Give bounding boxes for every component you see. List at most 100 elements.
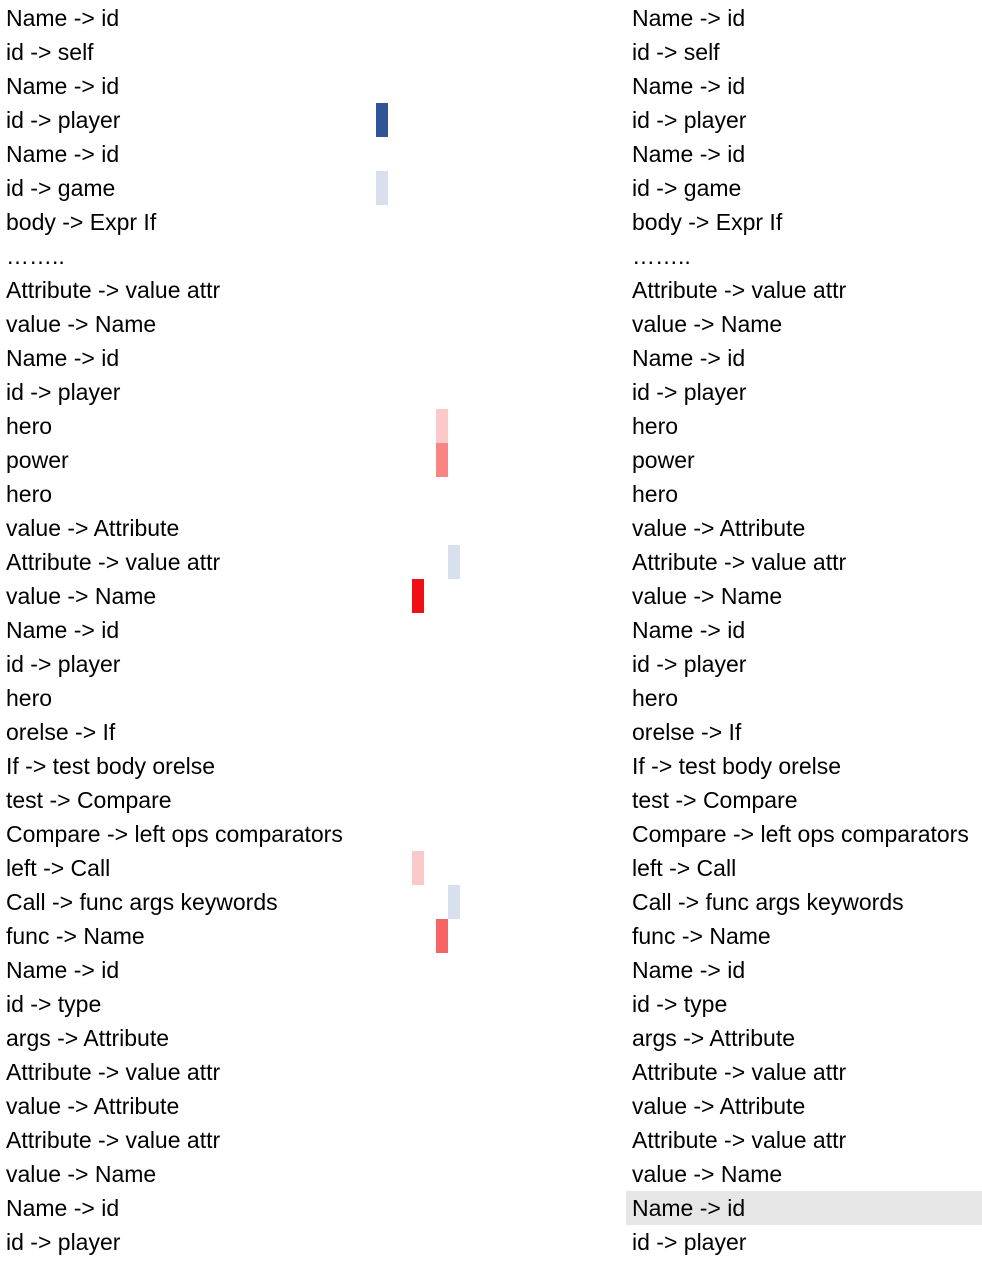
rule-text: orelse -> If [6, 719, 116, 745]
rule-row: body -> Expr If [6, 205, 466, 239]
rule-text: Attribute -> value attr [6, 1059, 221, 1085]
rule-text: func -> Name [632, 923, 771, 949]
rule-text: …….. [6, 243, 65, 269]
rule-text: …….. [632, 243, 691, 269]
rule-row: body -> Expr If [626, 205, 982, 239]
rule-text: id -> type [6, 991, 102, 1017]
rule-text: id -> player [632, 651, 747, 677]
attention-cell [376, 103, 388, 137]
left-rule-column: Name -> id id -> self Name -> id id -> play… [6, 1, 466, 1259]
rule-text: id -> player [6, 1229, 121, 1255]
rule-text: value -> Name [6, 311, 157, 337]
rule-row: hero [6, 477, 466, 511]
rule-text: Name -> id [632, 141, 746, 167]
rule-row: hero [626, 477, 982, 511]
rule-row: left -> Call [626, 851, 982, 885]
rule-row: Name -> id [6, 1191, 466, 1225]
rule-row: Attribute -> value attr [6, 273, 466, 307]
rule-row: id -> player [6, 375, 466, 409]
rule-text: value -> Name [632, 583, 783, 609]
rule-row: value -> Name [6, 307, 466, 341]
rule-text: args -> Attribute [6, 1025, 169, 1051]
rule-row: left -> Call [6, 851, 466, 885]
rule-row: Name -> id [6, 341, 466, 375]
rule-row: power [6, 443, 466, 477]
rule-text: Name -> id [632, 957, 746, 983]
rule-text: Compare -> left ops comparators [6, 821, 343, 847]
rule-text: args -> Attribute [632, 1025, 795, 1051]
rule-row: Name -> id [6, 953, 466, 987]
rule-text: power [632, 447, 695, 473]
rule-row: Compare -> left ops comparators [626, 817, 982, 851]
rule-row: test -> Compare [626, 783, 982, 817]
rule-row: orelse -> If [626, 715, 982, 749]
rule-row: id -> player [6, 647, 466, 681]
rule-row: id -> player [626, 103, 982, 137]
rule-text: Name -> id [632, 73, 746, 99]
attention-cell [448, 885, 460, 919]
rule-row: Attribute -> value attr [6, 1123, 466, 1157]
rule-row: args -> Attribute [6, 1021, 466, 1055]
rule-text: id -> self [6, 39, 94, 65]
rule-text: Attribute -> value attr [632, 549, 847, 575]
rule-row: id -> game [626, 171, 982, 205]
rule-text: Compare -> left ops comparators [632, 821, 969, 847]
rule-row: Name -> id [6, 137, 466, 171]
rule-row: …….. [626, 239, 982, 273]
rule-row: hero [626, 681, 982, 715]
rule-text: Name -> id [6, 141, 120, 167]
attention-cell [412, 851, 424, 885]
rule-row: Name -> id [6, 613, 466, 647]
rule-text: id -> player [632, 107, 747, 133]
rule-text: power [6, 447, 69, 473]
rule-row: value -> Name [626, 307, 982, 341]
rule-text: body -> Expr If [6, 209, 157, 235]
rule-text: value -> Attribute [632, 515, 806, 541]
rule-row: Name -> id [6, 69, 466, 103]
rule-text: Attribute -> value attr [6, 1127, 221, 1153]
rule-row: func -> Name [6, 919, 466, 953]
rule-text: value -> Name [6, 583, 157, 609]
rule-text: hero [6, 413, 53, 439]
rule-row: id -> player [626, 1225, 982, 1259]
rule-row: If -> test body orelse [6, 749, 466, 783]
rule-text: If -> test body orelse [632, 753, 842, 779]
rule-text: If -> test body orelse [6, 753, 216, 779]
rule-row: Attribute -> value attr [6, 545, 466, 579]
rule-row: Name -> id [626, 69, 982, 103]
attention-cell [376, 171, 388, 205]
rule-row: power [626, 443, 982, 477]
rule-row: id -> player [6, 1225, 466, 1259]
rule-text: value -> Name [632, 1161, 783, 1187]
rule-text: Name -> id [6, 1195, 120, 1221]
attention-cell [436, 409, 448, 443]
rule-row: test -> Compare [6, 783, 466, 817]
rule-text: value -> Attribute [632, 1093, 806, 1119]
rule-text: Name -> id [6, 73, 120, 99]
rule-row: id -> type [626, 987, 982, 1021]
rule-text: id -> game [632, 175, 742, 201]
rule-text: test -> Compare [632, 787, 798, 813]
rule-text: left -> Call [6, 855, 111, 881]
rule-row: value -> Attribute [6, 1089, 466, 1123]
rule-row: Name -> id [626, 1, 982, 35]
rule-text: id -> player [632, 379, 747, 405]
rule-row: …….. [6, 239, 466, 273]
rule-row: hero [6, 409, 466, 443]
rule-row: id -> self [6, 35, 466, 69]
rule-row: id -> self [626, 35, 982, 69]
right-rule-column: Name -> id id -> self Name -> id id -> play… [626, 1, 982, 1259]
attention-cell [412, 579, 424, 613]
rule-row: Call -> func args keywords [626, 885, 982, 919]
rule-text: Name -> id [6, 345, 120, 371]
rule-text: Name -> id [6, 5, 120, 31]
rule-text: body -> Expr If [632, 209, 783, 235]
rule-text: Attribute -> value attr [6, 277, 221, 303]
rule-row: value -> Name [6, 1157, 466, 1191]
rule-text: hero [6, 481, 53, 507]
rule-row: Attribute -> value attr [626, 1055, 982, 1089]
rule-row: Compare -> left ops comparators [6, 817, 466, 851]
attention-cell [436, 919, 448, 953]
rule-text: Attribute -> value attr [632, 1127, 847, 1153]
rule-text: test -> Compare [6, 787, 172, 813]
